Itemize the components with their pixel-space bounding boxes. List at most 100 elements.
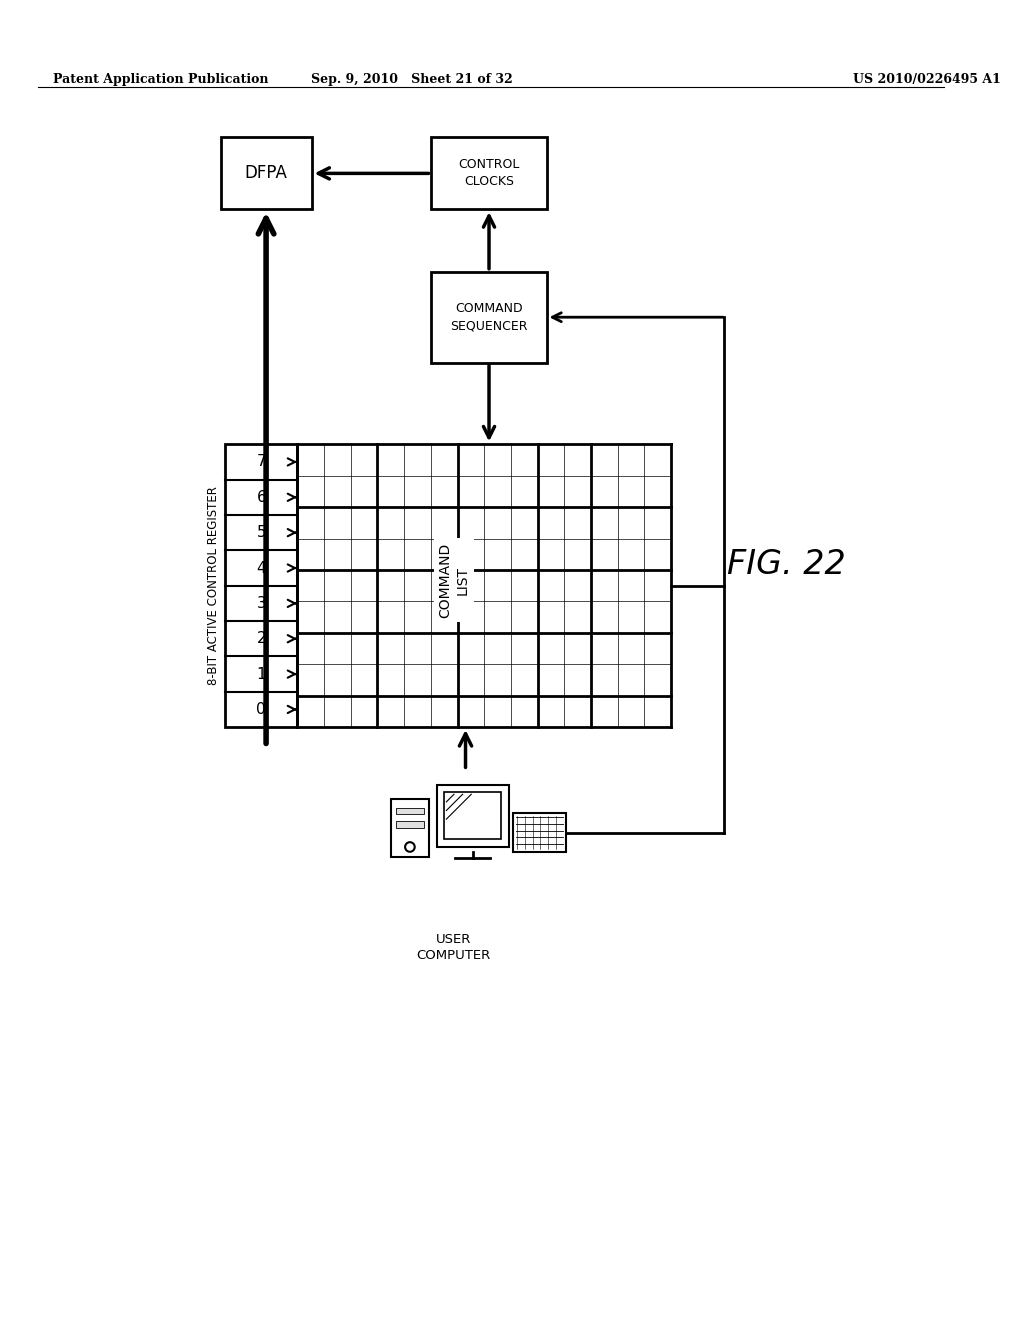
Bar	[591, 570, 617, 602]
Text: 7: 7	[256, 454, 266, 470]
Bar	[564, 664, 591, 696]
Bar	[538, 475, 564, 507]
Bar	[458, 664, 484, 696]
Bar	[458, 507, 484, 539]
Text: Patent Application Publication: Patent Application Publication	[53, 73, 268, 86]
Bar	[431, 696, 458, 727]
Text: USER
COMPUTER: USER COMPUTER	[417, 933, 490, 962]
Bar	[350, 570, 378, 602]
Bar	[431, 632, 458, 664]
Text: CONTROL
CLOCKS: CONTROL CLOCKS	[459, 158, 520, 189]
Bar	[511, 475, 538, 507]
Bar	[591, 696, 617, 727]
Bar	[484, 570, 511, 602]
Bar	[404, 602, 431, 632]
Bar	[538, 539, 564, 570]
Bar	[484, 445, 511, 475]
Bar	[297, 602, 324, 632]
Bar	[378, 570, 404, 602]
Bar	[404, 475, 431, 507]
Bar	[511, 507, 538, 539]
Bar	[617, 632, 644, 664]
Bar	[617, 664, 644, 696]
Bar	[511, 539, 538, 570]
Bar	[617, 475, 644, 507]
Bar	[350, 696, 378, 727]
Bar	[617, 570, 644, 602]
Bar	[297, 539, 324, 570]
Bar	[617, 445, 644, 475]
Bar	[378, 507, 404, 539]
Bar	[644, 602, 671, 632]
Bar	[644, 664, 671, 696]
Bar	[511, 696, 538, 727]
Bar	[644, 475, 671, 507]
Text: 0: 0	[256, 702, 266, 717]
Bar	[511, 632, 538, 664]
Bar	[395, 808, 424, 814]
Bar	[591, 602, 617, 632]
Bar	[511, 602, 538, 632]
Bar	[591, 539, 617, 570]
Bar	[395, 821, 424, 828]
Bar	[324, 602, 350, 632]
Text: 8-BIT ACTIVE CONTROL REGISTER: 8-BIT ACTIVE CONTROL REGISTER	[207, 486, 220, 685]
Bar	[564, 696, 591, 727]
Bar	[431, 664, 458, 696]
Bar	[350, 445, 378, 475]
Text: 6: 6	[256, 490, 266, 504]
Bar	[538, 507, 564, 539]
Text: FIG. 22: FIG. 22	[727, 548, 846, 581]
Bar	[538, 602, 564, 632]
Bar	[391, 799, 429, 857]
Bar	[297, 696, 324, 727]
Bar	[431, 507, 458, 539]
Bar	[297, 445, 324, 475]
Bar	[564, 632, 591, 664]
Text: 2: 2	[256, 631, 266, 647]
Bar	[538, 445, 564, 475]
Text: COMMAND
SEQUENCER: COMMAND SEQUENCER	[451, 302, 527, 333]
Bar	[484, 696, 511, 727]
Bar	[484, 602, 511, 632]
Bar	[324, 539, 350, 570]
Bar	[591, 445, 617, 475]
Bar	[378, 664, 404, 696]
Bar	[404, 632, 431, 664]
Bar	[404, 507, 431, 539]
Bar	[324, 475, 350, 507]
Bar	[617, 602, 644, 632]
Bar	[378, 539, 404, 570]
Bar	[484, 664, 511, 696]
Bar	[591, 475, 617, 507]
Bar	[350, 632, 378, 664]
Bar	[591, 632, 617, 664]
Bar	[431, 602, 458, 632]
Bar	[404, 539, 431, 570]
Bar	[431, 539, 458, 570]
Bar	[513, 813, 566, 851]
Bar	[350, 507, 378, 539]
Bar	[591, 507, 617, 539]
Bar	[538, 632, 564, 664]
Bar	[297, 570, 324, 602]
Text: 5: 5	[256, 525, 266, 540]
Text: 1: 1	[256, 667, 266, 681]
Bar	[431, 570, 458, 602]
Bar	[324, 664, 350, 696]
Bar	[297, 632, 324, 664]
Bar	[324, 507, 350, 539]
Bar	[564, 475, 591, 507]
Bar	[378, 445, 404, 475]
Bar	[484, 507, 511, 539]
Bar	[350, 664, 378, 696]
Bar	[591, 664, 617, 696]
Text: US 2010/0226495 A1: US 2010/0226495 A1	[853, 73, 1001, 86]
Bar	[458, 475, 484, 507]
Bar	[404, 445, 431, 475]
Bar	[378, 475, 404, 507]
Bar	[350, 602, 378, 632]
Bar	[324, 445, 350, 475]
Bar	[644, 570, 671, 602]
Bar	[431, 272, 547, 363]
